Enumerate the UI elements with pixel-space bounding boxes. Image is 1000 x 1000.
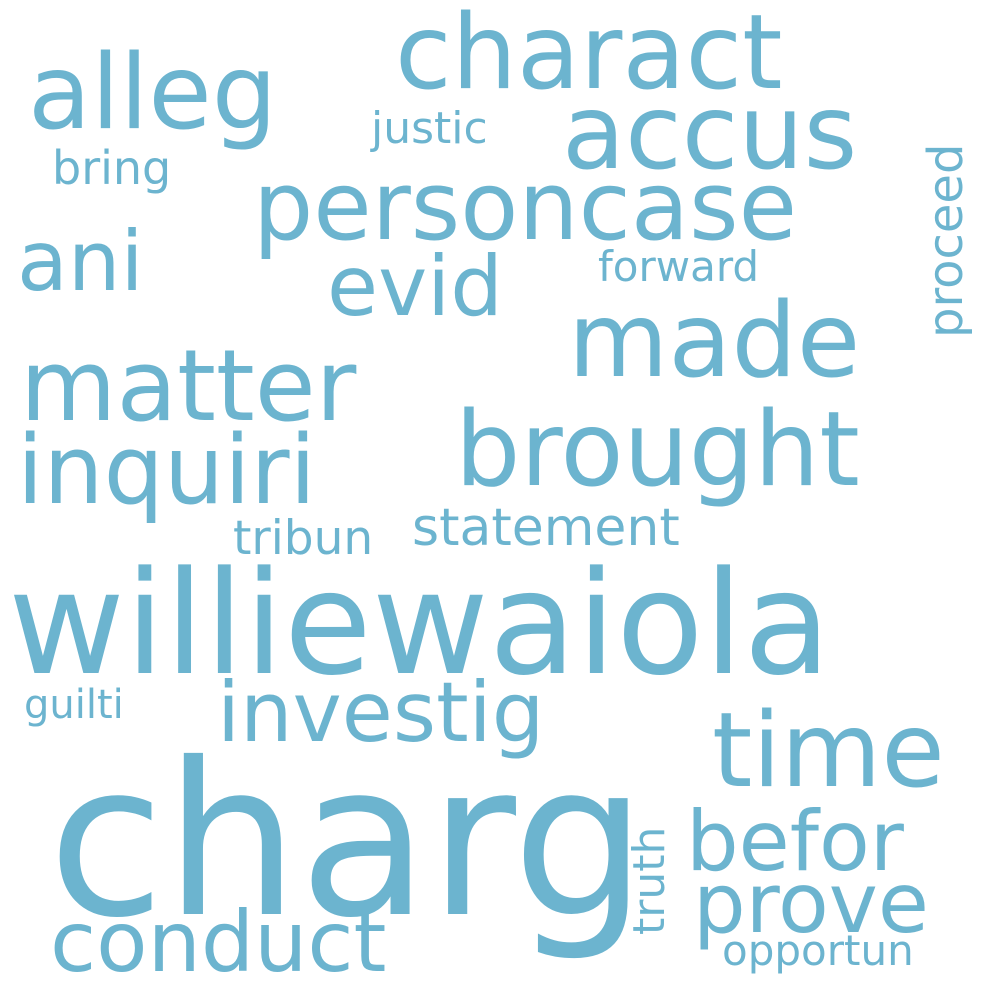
word-opportun: opportun — [722, 926, 914, 975]
word-prove: prove — [693, 855, 929, 952]
word-investig: investig — [217, 664, 545, 761]
word-inquiri: inquiri — [17, 416, 316, 526]
word-alleg: alleg — [28, 33, 278, 153]
word-personcase: personcase — [253, 152, 798, 262]
word-proceed: proceed — [918, 143, 974, 338]
word-guilti: guilti — [24, 682, 124, 728]
word-forward: forward — [598, 242, 760, 291]
word-conduct: conduct — [50, 893, 387, 991]
word-brought: brought — [455, 390, 860, 510]
word-charact: charact — [395, 0, 783, 113]
word-time: time — [712, 691, 945, 811]
word-truth: truth — [624, 826, 675, 935]
word-bring: bring — [52, 141, 172, 195]
word-williewaiola: williewaiola — [8, 540, 832, 707]
word-ani: ani — [17, 213, 144, 310]
word-charg: charg — [48, 717, 647, 964]
word-evid: evid — [327, 238, 503, 335]
word-made: made — [568, 281, 861, 401]
word-matter: matter — [20, 329, 357, 444]
word-statement: statement — [412, 498, 680, 558]
word-befor: befor — [686, 793, 904, 890]
word-justic: justic — [371, 103, 488, 154]
word-tribun: tribun — [233, 511, 374, 566]
word-accus: accus — [562, 73, 858, 193]
